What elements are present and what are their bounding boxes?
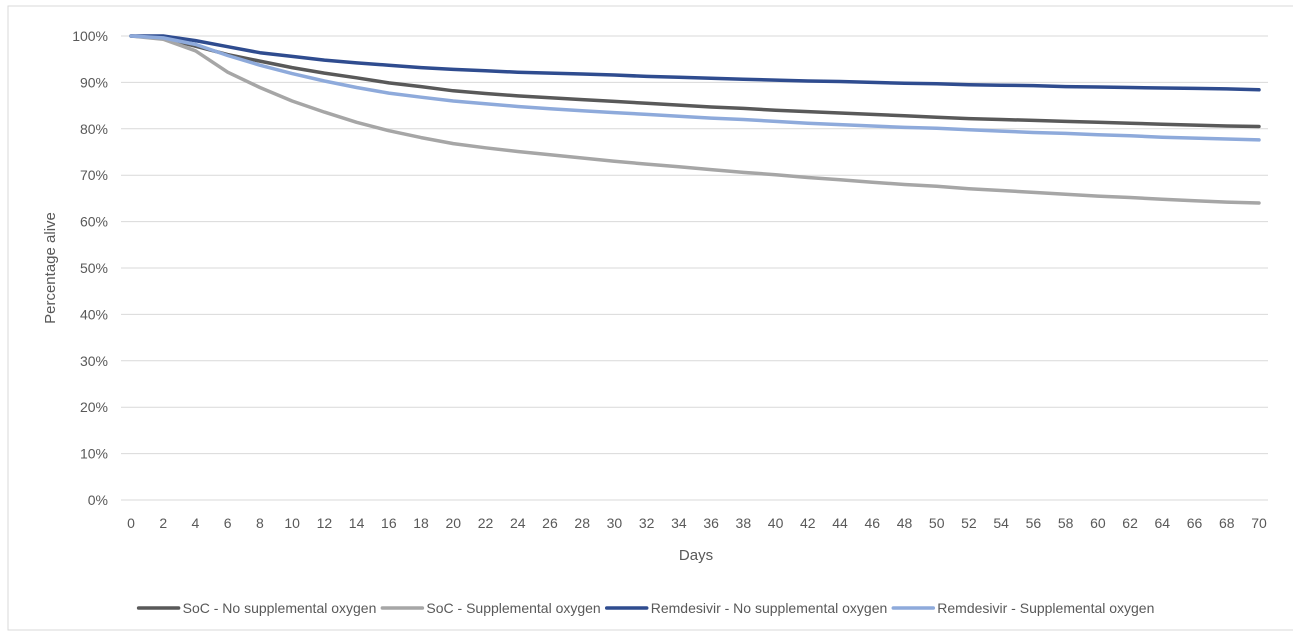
y-tick-label: 50%: [80, 260, 108, 276]
gridlines: [121, 35, 1268, 501]
y-tick-label: 0%: [88, 492, 108, 508]
x-tick-label: 50: [929, 515, 945, 531]
legend-label-4: Remdesivir - Supplemental oxygen: [937, 600, 1154, 616]
x-tick-label: 32: [639, 515, 655, 531]
x-tick-label: 20: [445, 515, 461, 531]
x-tick-label: 4: [192, 515, 200, 531]
legend-label-2: SoC - Supplemental oxygen: [426, 600, 600, 616]
x-tick-label: 18: [413, 515, 429, 531]
x-tick-label: 28: [574, 515, 590, 531]
x-tick-label: 24: [510, 515, 526, 531]
y-axis-title: Percentage alive: [42, 212, 59, 324]
series-line-2: [129, 34, 1261, 205]
legend-label-1: SoC - No supplemental oxygen: [183, 600, 377, 616]
x-tick-label: 38: [736, 515, 752, 531]
x-axis-title: Days: [679, 547, 713, 564]
y-tick-label: 40%: [80, 306, 108, 322]
y-tick-label: 30%: [80, 353, 108, 369]
x-tick-label: 44: [832, 515, 848, 531]
y-tick-label: 90%: [80, 74, 108, 90]
x-tick-label: 54: [993, 515, 1009, 531]
y-tick-label: 60%: [80, 214, 108, 230]
x-tick-label: 16: [381, 515, 397, 531]
x-tick-label: 36: [703, 515, 719, 531]
x-tick-label: 64: [1155, 515, 1171, 531]
series-line-3: [129, 34, 1261, 92]
x-tick-label: 66: [1187, 515, 1203, 531]
x-tick-label: 12: [317, 515, 333, 531]
x-tick-label: 70: [1251, 515, 1267, 531]
x-tick-label: 22: [478, 515, 494, 531]
x-tick-label: 40: [768, 515, 784, 531]
y-tick-label: 20%: [80, 399, 108, 415]
x-tick-label: 30: [607, 515, 623, 531]
x-tick-label: 26: [542, 515, 558, 531]
legend-label-3: Remdesivir - No supplemental oxygen: [651, 600, 888, 616]
x-tick-label: 60: [1090, 515, 1106, 531]
chart-border: [7, 5, 1293, 631]
x-tick-label: 52: [961, 515, 977, 531]
x-tick-label: 34: [671, 515, 687, 531]
y-tick-label: 100%: [72, 28, 108, 44]
x-tick-label: 68: [1219, 515, 1235, 531]
x-tick-label: 0: [127, 515, 135, 531]
x-tick-label: 14: [349, 515, 365, 531]
x-tick-label: 58: [1058, 515, 1074, 531]
x-tick-label: 8: [256, 515, 264, 531]
y-tick-label: 80%: [80, 121, 108, 137]
y-tick-label: 70%: [80, 167, 108, 183]
x-tick-label: 48: [897, 515, 913, 531]
x-tick-label: 42: [800, 515, 816, 531]
series-line-4: [129, 34, 1261, 142]
x-axis-ticks: 0 2 4 6 8 10 12 14 16 18 20 22 24 26 28 30 32 34 36 38 40 42 4…: [127, 515, 1267, 531]
x-tick-label: 56: [1026, 515, 1042, 531]
y-axis-ticks: 0% 10% 20% 30% 40% 50% 60% 70% 80% 90% 100%: [72, 28, 108, 508]
x-tick-label: 62: [1122, 515, 1138, 531]
x-tick-label: 6: [224, 515, 232, 531]
x-tick-label: 2: [159, 515, 167, 531]
legend: SoC - No supplemental oxygen SoC - Supple…: [136, 600, 1154, 616]
x-tick-label: 46: [864, 515, 880, 531]
series-lines: [129, 34, 1261, 205]
x-tick-label: 10: [284, 515, 300, 531]
series-line-1: [129, 34, 1261, 129]
y-tick-label: 10%: [80, 446, 108, 462]
